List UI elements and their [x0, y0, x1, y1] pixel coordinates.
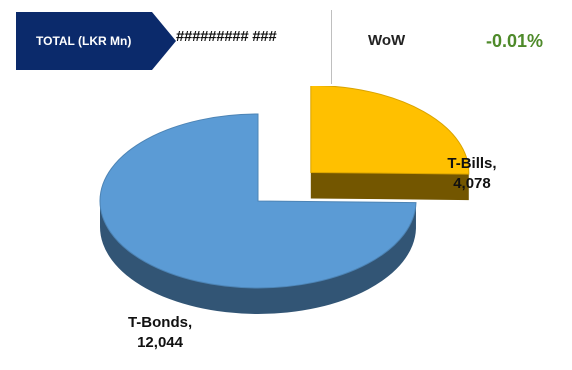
wow-value: -0.01%	[486, 31, 544, 51]
pie-labels: T-Bonds, 12,044 T-Bills, 4,078	[128, 155, 497, 351]
total-label: TOTAL (LKR Mn)	[36, 34, 132, 48]
data-label-t-bonds: T-Bonds, 12,044	[128, 314, 192, 351]
pie-slice-side	[100, 201, 416, 314]
data-label-value: 12,044	[137, 334, 184, 351]
pie-slices	[99, 86, 470, 314]
pie-slice-top	[99, 113, 417, 289]
total-banner-arrow	[16, 12, 176, 70]
pie-slice-t-bonds	[99, 113, 417, 314]
data-label-t-bills: T-Bills, 4,078	[447, 155, 496, 192]
total-value: ######### ###	[176, 28, 277, 45]
data-label-category: T-Bills,	[447, 155, 496, 172]
total-banner-shape	[16, 12, 176, 70]
summary-header: TOTAL (LKR Mn) ######### ### WoW -0.01%	[0, 0, 572, 86]
wow-label: WoW	[368, 32, 406, 49]
data-label-value: 4,078	[453, 175, 491, 192]
pie-slice-cut-face	[310, 172, 469, 201]
header-divider	[331, 10, 332, 84]
pie-slice-top	[310, 86, 470, 175]
pie-chart: T-Bonds, 12,044 T-Bills, 4,078	[99, 86, 497, 351]
data-label-category: T-Bonds,	[128, 314, 192, 331]
pie-slice-t-bills	[310, 86, 470, 201]
